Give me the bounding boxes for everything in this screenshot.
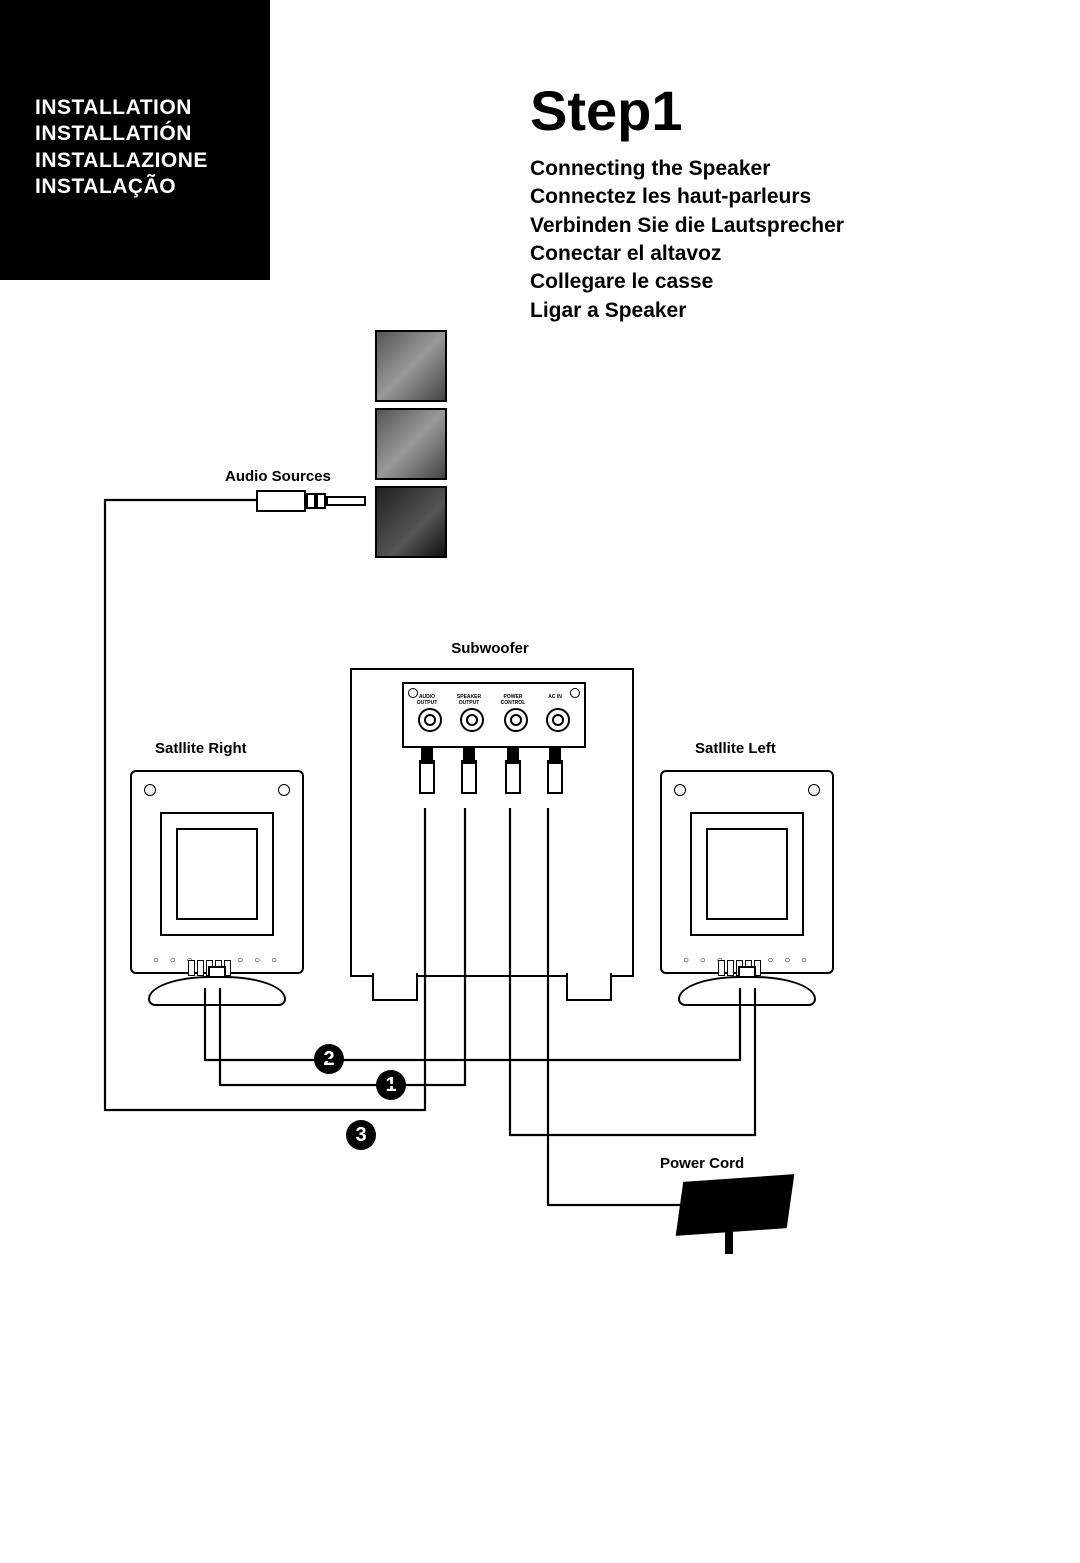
driver-inner (176, 828, 258, 920)
install-pt: INSTALAÇÃO (35, 174, 270, 200)
callout-3: 3 (346, 1120, 376, 1150)
install-es: INSTALLATIÓN (35, 121, 270, 147)
subwoofer-panel: AUDIO OUTPUT SPEAKER OUTPUT POWER CONTRO… (402, 682, 586, 748)
subwoofer-foot-icon (566, 973, 612, 1001)
label-audio-sources: Audio Sources (225, 468, 331, 485)
subtitle-fr: Connectez les haut-parleurs (530, 183, 844, 211)
label-power-cord: Power Cord (660, 1155, 744, 1172)
subtitle-de: Verbinden Sie die Lautsprecher (530, 212, 844, 240)
plug-icon (461, 760, 477, 794)
step-title: Step1 (530, 78, 683, 143)
port-label-1: AUDIO OUTPUT (412, 694, 442, 706)
speaker-base (678, 976, 816, 1006)
plug-icon (419, 760, 435, 794)
speaker-driver (160, 812, 274, 936)
port-label-3: POWER CONTROL (498, 694, 528, 706)
driver-inner (706, 828, 788, 920)
install-it: INSTALLAZIONE (35, 148, 270, 174)
subtitle-es: Conectar el altavoz (530, 240, 844, 268)
subwoofer-port-4 (546, 708, 570, 732)
screw-icon (278, 784, 290, 796)
label-subwoofer: Subwoofer (440, 640, 540, 657)
subwoofer-port-2 (460, 708, 484, 732)
manual-page: INSTALLATION INSTALLATIÓN INSTALLAZIONE … (0, 0, 1080, 1563)
power-adapter-icon (676, 1174, 795, 1236)
step-subtitles: Connecting the Speaker Connectez les hau… (530, 155, 844, 325)
label-satellite-right: Satllite Right (155, 740, 247, 757)
screw-icon (808, 784, 820, 796)
subwoofer-foot-icon (372, 973, 418, 1001)
plug-icon (547, 760, 563, 794)
subtitle-pt: Ligar a Speaker (530, 297, 844, 325)
port-label-2: SPEAKER OUTPUT (454, 694, 484, 706)
subwoofer-box: AUDIO OUTPUT SPEAKER OUTPUT POWER CONTRO… (350, 668, 634, 977)
callout-1: 1 (376, 1070, 406, 1100)
screw-icon (144, 784, 156, 796)
label-satellite-left: Satllite Left (695, 740, 776, 757)
callout-2: 2 (314, 1044, 344, 1074)
subtitle-it: Collegare le casse (530, 268, 844, 296)
audio-jack-icon (256, 490, 366, 517)
audio-source-thumb-2 (375, 408, 447, 480)
installation-heading-block: INSTALLATION INSTALLATIÓN INSTALLAZIONE … (0, 0, 270, 280)
speaker-base (148, 976, 286, 1006)
subwoofer-port-3 (504, 708, 528, 732)
satellite-left-box: ○ ○ ○ ○ ○ ○ (660, 770, 830, 1030)
satellite-right-box: ○ ○ ○ ○ ○ ○ (130, 770, 300, 1030)
screw-icon (674, 784, 686, 796)
audio-source-thumb-3 (375, 486, 447, 558)
port-label-4: AC IN (540, 694, 570, 700)
speaker-body: ○ ○ ○ ○ ○ ○ (660, 770, 834, 974)
subwoofer-port-1 (418, 708, 442, 732)
speaker-driver (690, 812, 804, 936)
install-en: INSTALLATION (35, 95, 270, 121)
adapter-prong-icon (725, 1232, 733, 1254)
panel-screw-icon (570, 688, 580, 698)
audio-source-thumb-1 (375, 330, 447, 402)
speaker-body: ○ ○ ○ ○ ○ ○ (130, 770, 304, 974)
plug-icon (505, 760, 521, 794)
subtitle-en: Connecting the Speaker (530, 155, 844, 183)
